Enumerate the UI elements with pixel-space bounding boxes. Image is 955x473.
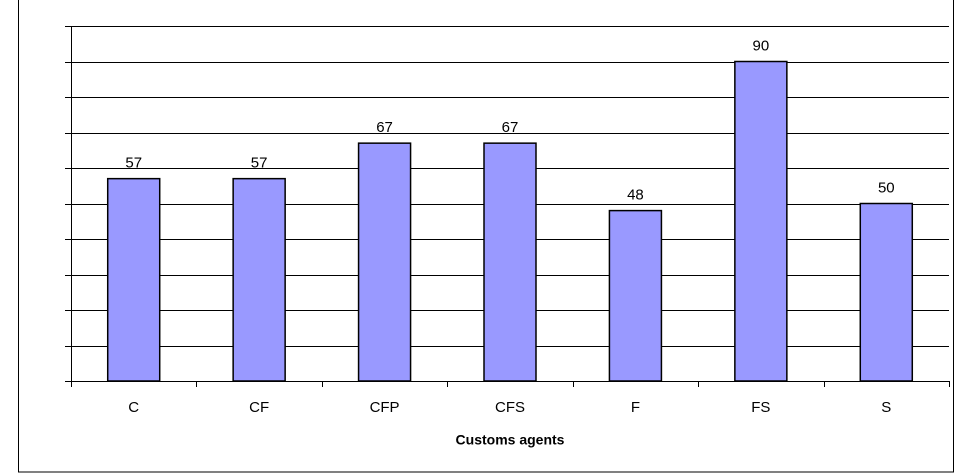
bar <box>734 60 788 382</box>
bar <box>608 209 663 382</box>
value-label: 90 <box>753 37 770 54</box>
value-label: 50 <box>878 179 895 196</box>
x-tick-label: CFS <box>495 399 525 416</box>
value-label: 67 <box>502 119 519 136</box>
x-tick-label: CF <box>249 399 269 416</box>
value-label: 57 <box>251 155 268 172</box>
bar <box>106 177 161 382</box>
bar <box>859 202 914 382</box>
x-tick-label: FS <box>751 399 770 416</box>
x-tick-label: S <box>881 399 891 416</box>
bar <box>357 142 412 382</box>
x-tick-label: F <box>631 399 640 416</box>
x-tick-label: CFP <box>370 399 400 416</box>
bar <box>483 142 537 382</box>
value-label: 67 <box>376 119 393 136</box>
value-label: 57 <box>125 155 142 172</box>
x-axis-label: Customs agents <box>456 432 565 448</box>
x-tick-label: C <box>128 399 139 416</box>
value-label: 48 <box>627 187 644 204</box>
bar <box>232 177 286 382</box>
